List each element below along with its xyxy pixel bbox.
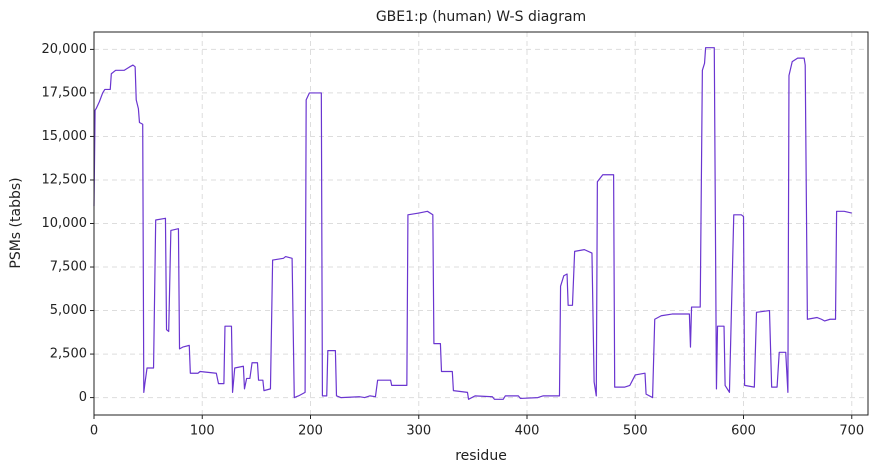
x-tick-label: 100 <box>190 424 215 439</box>
y-tick-label: 12,500 <box>42 172 88 187</box>
plot-frame <box>93 31 869 416</box>
data-line <box>93 47 852 400</box>
x-tick-label: 400 <box>515 424 540 439</box>
y-tick-label: 2,500 <box>50 347 87 362</box>
y-tick-label: 10,000 <box>42 216 88 231</box>
y-axis-label: PSMs (tabbs) <box>8 177 24 268</box>
y-tick-label: 17,500 <box>42 85 88 100</box>
y-tick-label: 7,500 <box>50 260 87 275</box>
y-tick-label: 5,000 <box>50 303 87 318</box>
x-tick-label: 600 <box>731 424 756 439</box>
y-tick-label: 15,000 <box>42 129 88 144</box>
y-tick-label: 20,000 <box>42 42 88 57</box>
x-tick-label: 500 <box>623 424 648 439</box>
x-axis-label: residue <box>455 448 507 464</box>
x-tick-label: 700 <box>839 424 864 439</box>
chart-title: GBE1:p (human) W-S diagram <box>376 9 586 25</box>
x-tick-label: 200 <box>298 424 323 439</box>
x-tick-label: 0 <box>90 424 98 439</box>
y-tick-label: 0 <box>79 390 87 405</box>
x-tick-label: 300 <box>406 424 431 439</box>
